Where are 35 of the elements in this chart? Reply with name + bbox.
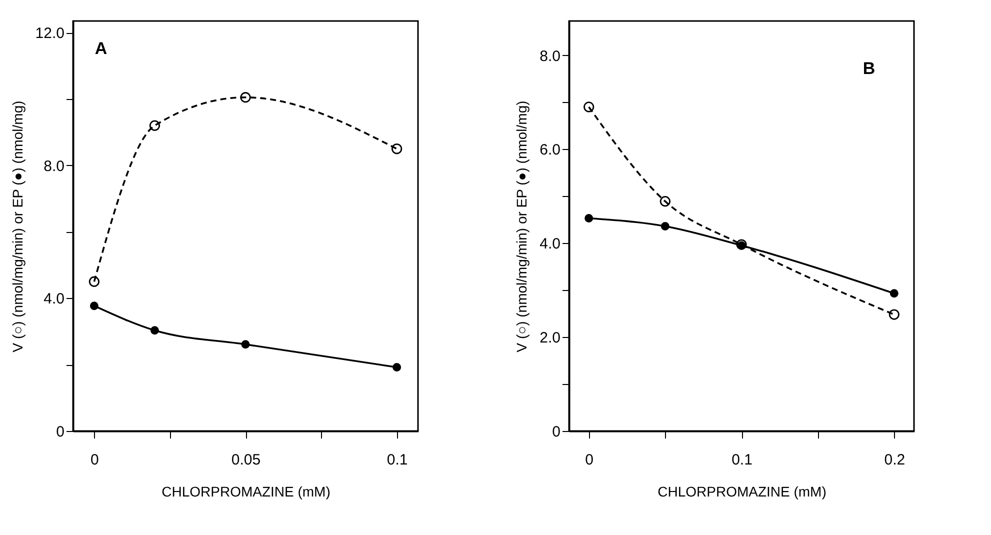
x-axis-title: CHLORPROMAZINE (mM) [658,484,826,500]
y-tick-label: 0 [56,424,64,440]
point [392,144,402,154]
point [660,196,670,207]
y-tick-label: 8.0 [540,48,560,65]
point [241,340,250,349]
x-axis-title: CHLORPROMAZINE (mM) [162,484,330,500]
point [584,102,594,112]
point [90,302,98,310]
point [888,309,900,320]
x-tick-label: 0.1 [386,452,408,468]
annotation: A [94,39,108,58]
y-tick-label: 0 [552,424,560,440]
x-tick-label: 0.05 [231,452,261,468]
point [240,92,251,103]
x-tick-label: 0.1 [732,452,752,468]
y-tick-label: 8.0 [44,158,64,175]
x-tick-label: 0 [585,452,594,468]
y-tick-label: 4.0 [44,290,64,308]
y-axis-title: V (○) (nmol/mg/min) or EP (●) (nmol/mg) [9,100,26,352]
point [660,222,670,230]
point [150,326,159,335]
x-tick-label: 0 [90,452,99,468]
y-tick-label: 2.0 [540,330,560,347]
y-tick-label: 4.0 [540,236,560,253]
y-tick-label: 6.0 [540,142,560,159]
y-tick-label: 12.0 [35,25,64,42]
point [584,214,594,222]
x-tick-label: 0.2 [884,452,906,468]
annotation: B [862,59,876,78]
point [149,120,160,131]
point [392,363,402,372]
point [890,289,898,298]
y-axis-title: V (○) (nmol/mg/min) or EP (●) (nmol/mg) [514,100,530,352]
point [88,276,100,287]
